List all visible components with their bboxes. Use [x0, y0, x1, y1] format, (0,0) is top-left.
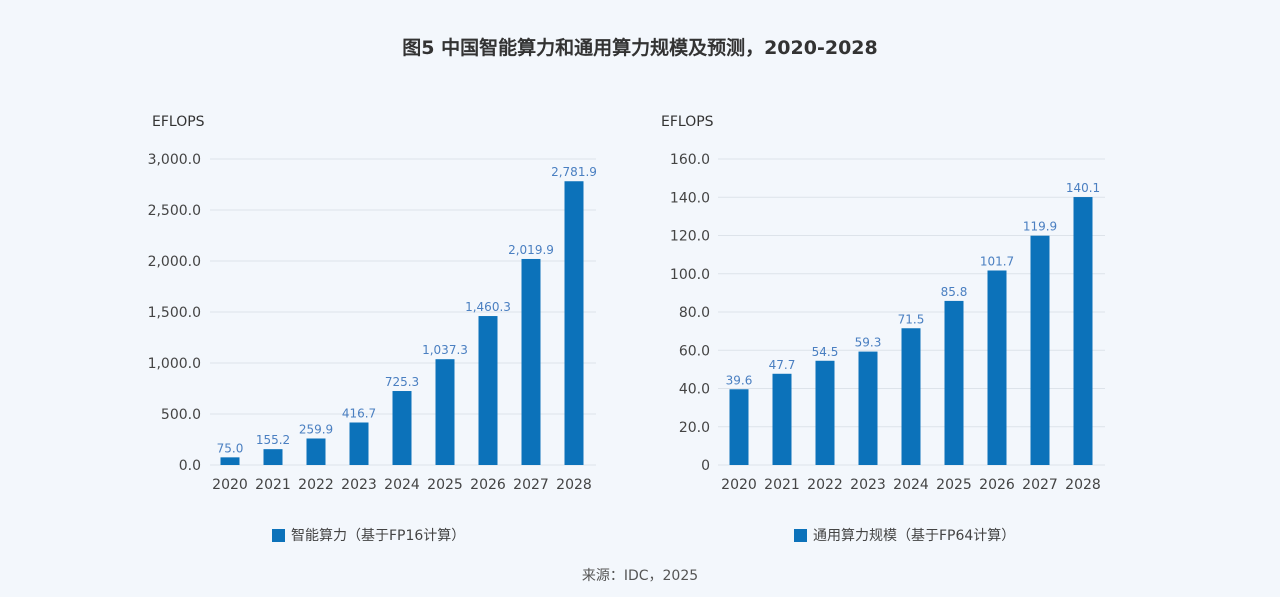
- bar-2028: [1073, 197, 1093, 465]
- x-tick-label: 2025: [936, 477, 972, 493]
- x-tick-label: 2022: [298, 477, 334, 493]
- legend-label: 通用算力规模（基于FP64计算）: [813, 528, 1016, 544]
- y-tick-label: 80.0: [679, 305, 710, 321]
- bar-2022: [815, 360, 835, 465]
- x-tick-label: 2021: [255, 477, 291, 493]
- bar-2028: [564, 181, 584, 465]
- y-axis-unit-label: EFLOPS: [152, 114, 205, 130]
- data-label-2024: 725.3: [385, 375, 419, 389]
- y-tick-label: 160.0: [670, 152, 710, 168]
- bar-2024: [392, 391, 412, 465]
- x-tick-label: 2022: [807, 477, 843, 493]
- y-tick-label: 1,500.0: [148, 305, 201, 321]
- legend-swatch-icon: [272, 528, 285, 542]
- y-tick-label: 1,000.0: [148, 356, 201, 372]
- x-tick-label: 2021: [764, 477, 800, 493]
- x-tick-label: 2024: [893, 477, 929, 493]
- y-tick-label: 140.0: [670, 190, 710, 206]
- chart-general-compute: EFLOPS 0 20.0 40.0 60.0 80.0 100.0 120.0 140.0 16…: [661, 114, 1105, 493]
- legend-intelligent-compute: 智能算力（基于FP16计算）: [272, 525, 465, 545]
- x-tick-label: 2027: [1022, 477, 1058, 493]
- data-label-2026: 101.7: [980, 254, 1014, 268]
- y-tick-label: 40.0: [679, 382, 710, 398]
- data-label-2027: 2,019.9: [508, 243, 554, 257]
- x-tick-label: 2028: [1065, 477, 1101, 493]
- bar-2026: [987, 270, 1007, 465]
- bar-2025: [944, 300, 964, 465]
- data-label-2027: 119.9: [1023, 220, 1057, 234]
- bar-2021: [263, 449, 283, 465]
- x-tick-label: 2026: [470, 477, 506, 493]
- data-label-2028: 2,781.9: [551, 165, 597, 179]
- x-tick-label: 2023: [341, 477, 377, 493]
- x-tick-label: 2026: [979, 477, 1015, 493]
- data-label-2024: 71.5: [898, 312, 925, 326]
- data-label-2022: 259.9: [299, 422, 333, 436]
- y-axis-unit-label: EFLOPS: [661, 114, 714, 130]
- bar-2023: [858, 351, 878, 465]
- y-tick-label: 100.0: [670, 267, 710, 283]
- source-note: 来源：IDC，2025: [581, 568, 699, 584]
- data-label-2021: 155.2: [256, 433, 290, 447]
- data-label-2021: 47.7: [769, 358, 796, 372]
- data-label-2028: 140.1: [1066, 181, 1100, 195]
- bar-2021: [772, 373, 792, 465]
- bar-2024: [901, 328, 921, 465]
- x-tick-label: 2028: [556, 477, 592, 493]
- y-tick-label: 0.0: [179, 458, 201, 474]
- x-tick-label: 2027: [513, 477, 549, 493]
- data-label-2020: 39.6: [726, 373, 753, 387]
- y-tick-label: 2,000.0: [148, 254, 201, 270]
- bar-2025: [435, 359, 455, 465]
- y-tick-label: 0: [701, 458, 710, 474]
- x-tick-label: 2020: [721, 477, 757, 493]
- legend-swatch-icon: [794, 528, 807, 542]
- y-tick-label: 3,000.0: [148, 152, 201, 168]
- chart-intelligent-compute: EFLOPS 0.0 500.0 1,000.0 1,500.0 2,000.0 2,500…: [148, 114, 597, 493]
- x-tick-label: 2023: [850, 477, 886, 493]
- bar-2020: [729, 389, 749, 465]
- legend-label: 智能算力（基于FP16计算）: [291, 528, 466, 544]
- x-tick-label: 2020: [212, 477, 248, 493]
- x-tick-label: 2024: [384, 477, 420, 493]
- data-label-2026: 1,460.3: [465, 300, 511, 314]
- bar-2027: [1030, 235, 1050, 465]
- bar-2026: [478, 316, 498, 465]
- x-tick-label: 2025: [427, 477, 463, 493]
- y-tick-label: 500.0: [161, 407, 201, 423]
- y-tick-label: 60.0: [679, 343, 710, 359]
- data-label-2023: 416.7: [342, 406, 376, 420]
- legend-general-compute: 通用算力规模（基于FP64计算）: [794, 525, 1015, 545]
- bar-2023: [349, 422, 369, 465]
- y-tick-label: 20.0: [679, 420, 710, 436]
- data-label-2025: 1,037.3: [422, 343, 468, 357]
- bar-2020: [220, 457, 240, 465]
- y-tick-label: 2,500.0: [148, 203, 201, 219]
- data-label-2022: 54.5: [812, 345, 839, 359]
- figure-title: 图5 中国智能算力和通用算力规模及预测，2020-2028: [402, 37, 878, 59]
- data-label-2020: 75.0: [217, 441, 244, 455]
- data-label-2023: 59.3: [855, 336, 882, 350]
- y-tick-label: 120.0: [670, 229, 710, 245]
- bar-2027: [521, 258, 541, 465]
- data-label-2025: 85.8: [941, 285, 968, 299]
- bar-2022: [306, 438, 326, 465]
